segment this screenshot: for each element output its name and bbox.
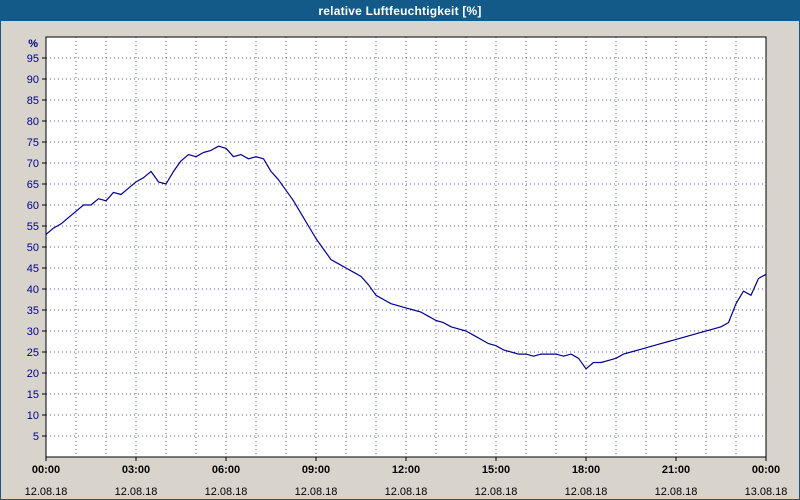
y-tick-label: 85: [27, 95, 39, 107]
y-tick-label: 95: [27, 53, 39, 65]
x-date-label: 12.08.18: [565, 486, 608, 498]
y-tick-label: 90: [27, 74, 39, 86]
title-bar: relative Luftfeuchtigkeit [%]: [1, 1, 799, 21]
x-axis-labels: 00:00 12.08.18 03:00 12.08.18 06:00 12.08.18 0…: [25, 457, 788, 498]
y-tick-label: 25: [27, 347, 39, 359]
x-time-label: 00:00: [752, 464, 780, 476]
y-tick-label: 45: [27, 263, 39, 275]
y-tick-label: 10: [27, 410, 39, 422]
chart-svg: 5 10 15 20 25 30 35 40 45 50 55 60 65 70 75 80 85 90 95 00:…: [25, 36, 788, 498]
y-tick-label: 20: [27, 368, 39, 380]
x-time-label: 00:00: [32, 464, 60, 476]
x-date-label: 12.08.18: [385, 486, 428, 498]
chart-area: 5 10 15 20 25 30 35 40 45 50 55 60 65 70 75 80 85 90 95 00:…: [1, 21, 799, 499]
x-date-label: 12.08.18: [655, 486, 698, 498]
series-line-humidity: [45, 145, 767, 370]
y-tick-label: 65: [27, 179, 39, 191]
y-axis-unit-label: %: [28, 38, 38, 50]
y-tick-label: 40: [27, 284, 39, 296]
x-time-label: 06:00: [212, 464, 240, 476]
x-time-label: 12:00: [392, 464, 420, 476]
x-time-label: 18:00: [572, 464, 600, 476]
y-tick-label: 60: [27, 200, 39, 212]
x-date-label: 12.08.18: [25, 486, 68, 498]
y-tick-label: 70: [27, 158, 39, 170]
y-tick-label: 35: [27, 305, 39, 317]
y-tick-label: 55: [27, 221, 39, 233]
x-date-label: 12.08.18: [115, 486, 158, 498]
y-tick-label: 30: [27, 326, 39, 338]
x-time-label: 09:00: [302, 464, 330, 476]
x-time-label: 03:00: [122, 464, 150, 476]
y-tick-label: 5: [33, 431, 39, 443]
x-date-label: 12.08.18: [295, 486, 338, 498]
y-tick-label: 75: [27, 137, 39, 149]
chart-title: relative Luftfeuchtigkeit [%]: [318, 4, 482, 18]
x-date-label: 13.08.18: [745, 486, 788, 498]
y-tick-label: 80: [27, 116, 39, 128]
x-time-label: 21:00: [662, 464, 690, 476]
y-tick-label: 15: [27, 389, 39, 401]
x-date-label: 12.08.18: [205, 486, 248, 498]
x-date-label: 12.08.18: [475, 486, 518, 498]
y-tick-label: 50: [27, 242, 39, 254]
x-time-label: 15:00: [482, 464, 510, 476]
